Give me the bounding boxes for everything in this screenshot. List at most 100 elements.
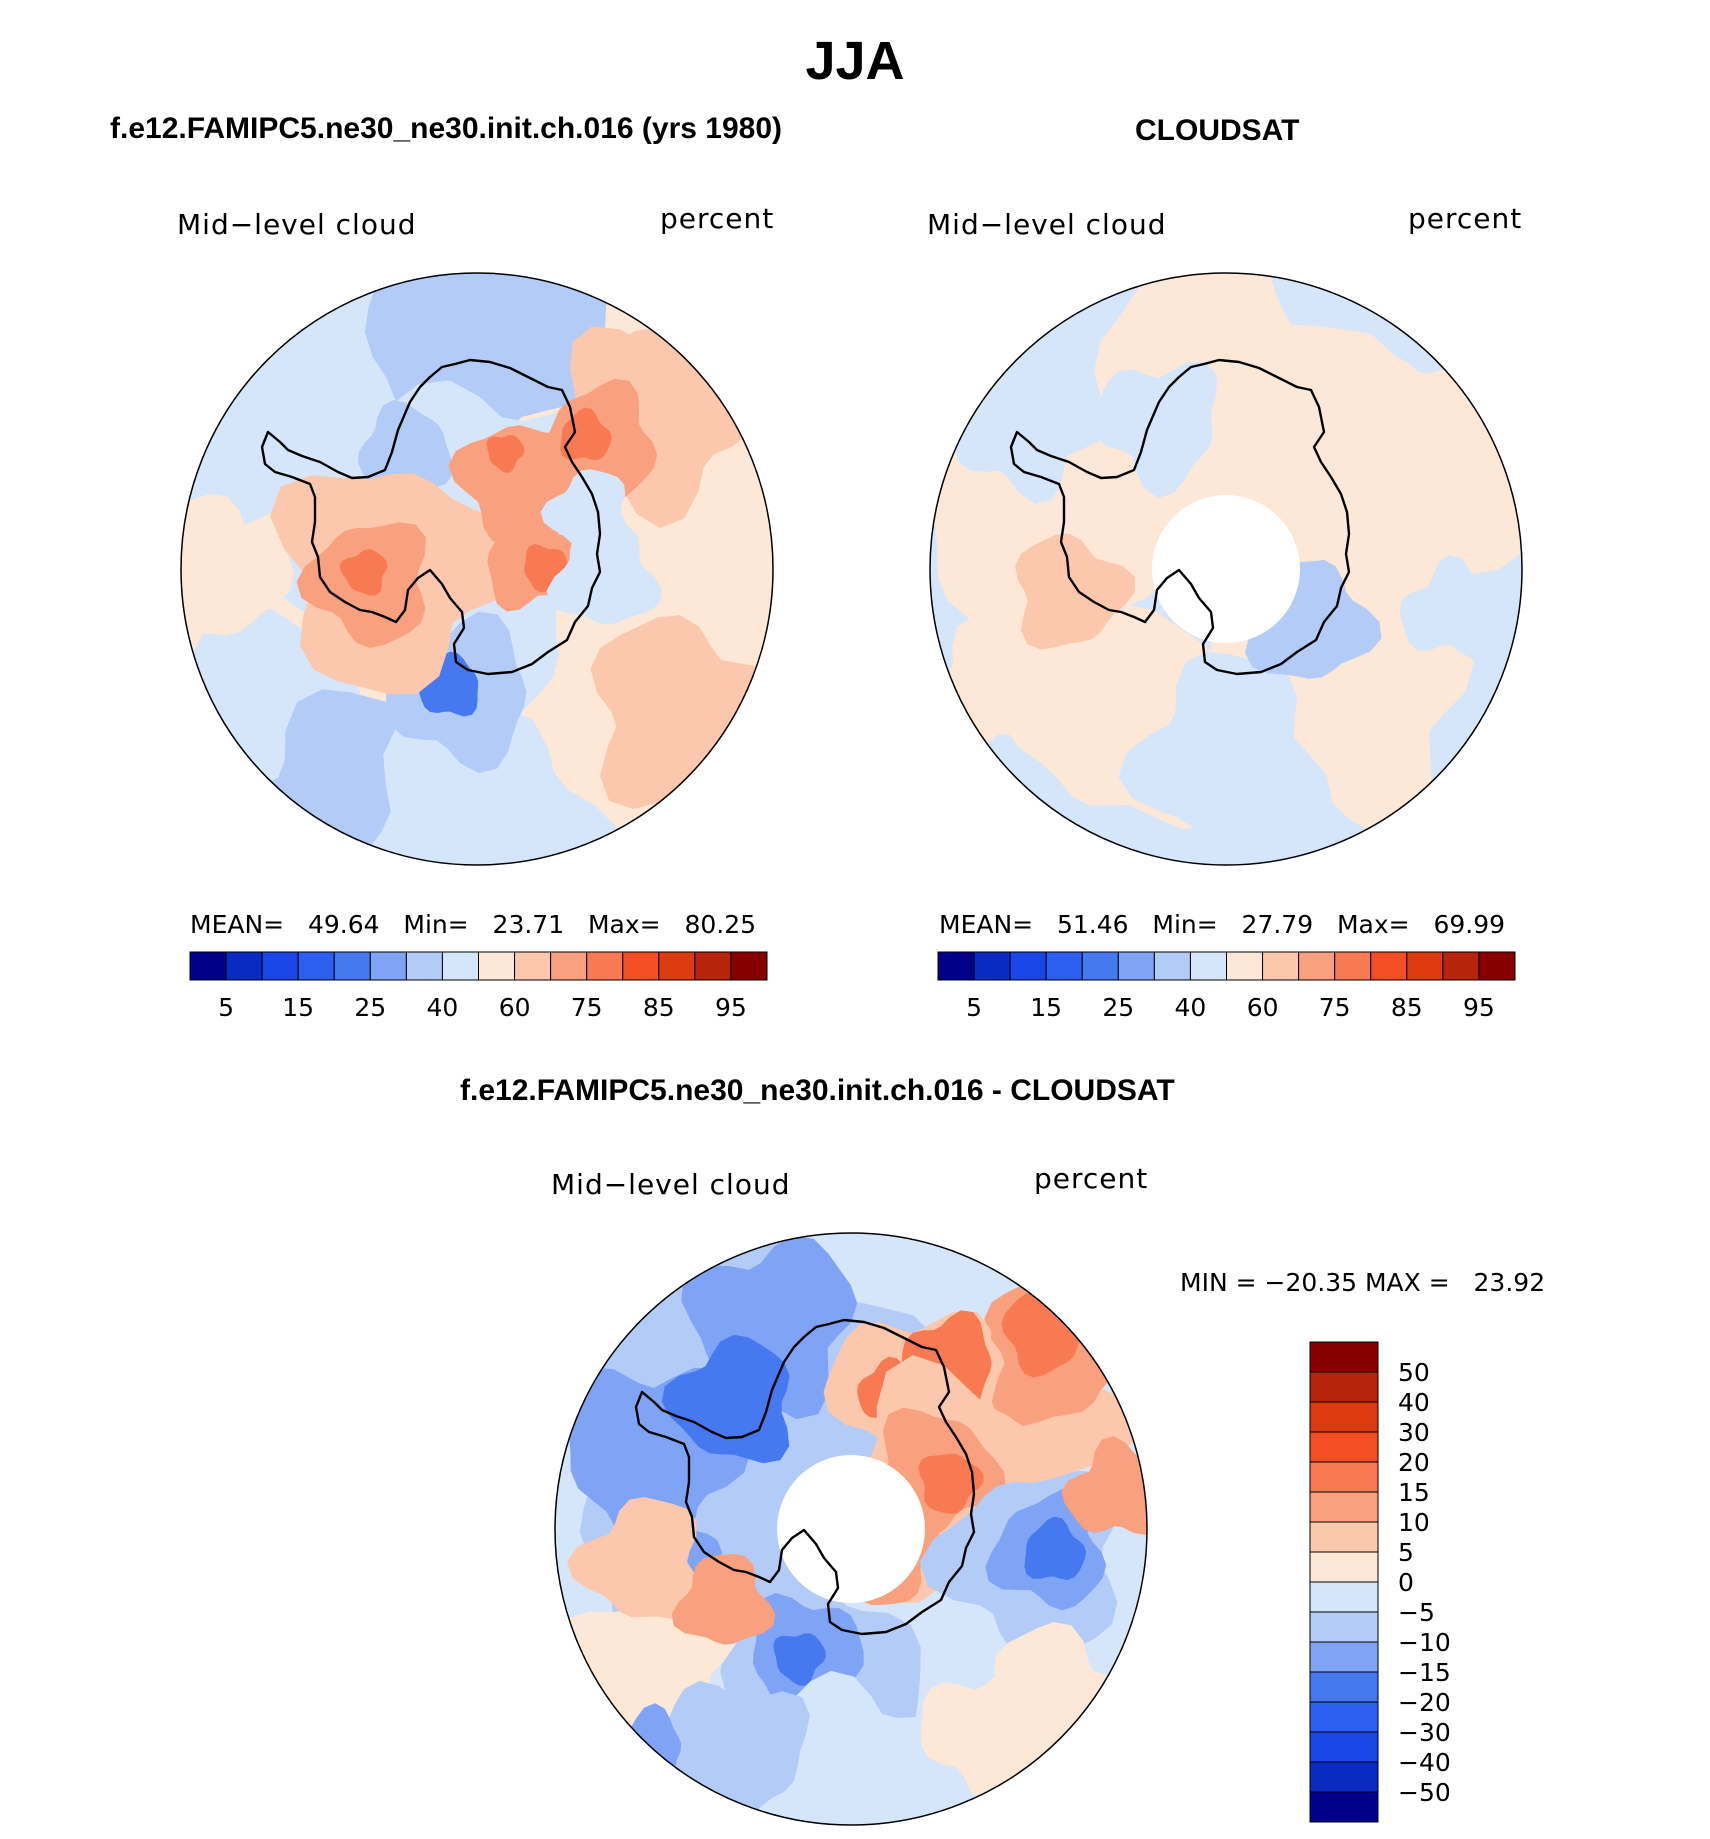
model-contour-region [181, 493, 295, 637]
obs-min-label: Min= [1152, 910, 1218, 939]
obs-coastline [1009, 358, 1351, 676]
obs-panel-title: CLOUDSAT [1135, 114, 1300, 147]
obs-colorbar-swatch [1189, 951, 1228, 981]
model-colorbar-swatch [261, 951, 299, 981]
diff-colorbar-swatch [1309, 1491, 1379, 1523]
obs-colorbar-swatch [1478, 951, 1516, 981]
diff-colorbar-swatch [1309, 1551, 1379, 1583]
diff-colorbar-tick-label: −40 [1398, 1748, 1451, 1777]
model-colorbar-tick-label: 15 [282, 993, 314, 1022]
model-colorbar-swatch [514, 951, 552, 981]
diff-min-label: MIN = [1180, 1268, 1257, 1297]
obs-colorbar-swatch [1081, 951, 1119, 981]
model-panel-title: f.e12.FAMIPC5.ne30_ne30.init.ch.016 (yrs… [110, 112, 782, 145]
model-colorbar-swatch [622, 951, 660, 981]
model-max-label: Max= [587, 910, 661, 939]
diff-stats: MIN = −20.35 MAX = 23.92 [1180, 1268, 1545, 1297]
obs-contour-region [1015, 533, 1135, 650]
diff-contour-region [1024, 1516, 1087, 1580]
obs-colorbar-tick-label: 85 [1391, 993, 1423, 1022]
diff-colorbar-tick-label: −20 [1398, 1688, 1451, 1717]
model-colorbar-tick-label: 25 [354, 993, 386, 1022]
model-colorbar-swatch [694, 951, 732, 981]
model-colorbar-swatch [405, 951, 443, 981]
diff-colorbar-tick-label: −10 [1398, 1628, 1451, 1657]
model-colorbar-tick-label: 85 [643, 993, 675, 1022]
diff-colorbar-tick-label: −5 [1398, 1598, 1435, 1627]
diff-colorbar-tick-label: 5 [1398, 1538, 1414, 1567]
obs-contour-region [1118, 651, 1333, 836]
obs-colorbar-swatch [1442, 951, 1480, 981]
model-colorbar-swatch [550, 951, 588, 981]
diff-map-border [554, 1232, 1148, 1826]
model-variable-label: Mid−level cloud [177, 208, 417, 241]
diff-contour-region [567, 1497, 704, 1619]
model-colorbar-tick-label: 40 [426, 993, 458, 1022]
diff-colorbar-swatch [1309, 1431, 1379, 1463]
obs-max-value: 69.99 [1433, 910, 1506, 939]
diff-colorbar-swatch [1309, 1461, 1379, 1493]
obs-colorbar-swatch [973, 951, 1011, 981]
diff-panel-title: f.e12.FAMIPC5.ne30_ne30.init.ch.016 - CL… [460, 1074, 1175, 1107]
obs-colorbar-swatch [1334, 951, 1372, 981]
obs-colorbar-tick-label: 95 [1463, 993, 1495, 1022]
model-min-label: Min= [403, 910, 469, 939]
obs-colorbar-swatch [1406, 951, 1444, 981]
diff-colorbar-swatch [1309, 1671, 1379, 1703]
diff-contour-region [1061, 1436, 1147, 1536]
diff-contour-region [773, 1633, 826, 1686]
diff-contour-region [918, 1453, 984, 1514]
diff-colorbar-tick-label: −30 [1398, 1718, 1451, 1747]
model-colorbar-tick-label: 75 [571, 993, 603, 1022]
model-coastline [260, 358, 602, 676]
obs-colorbar-swatch [1298, 951, 1336, 981]
model-colorbar-swatch [658, 951, 696, 981]
diff-colorbar-tick-label: −50 [1398, 1778, 1451, 1807]
model-colorbar: 5 15 25 40 60 75 85 95 [189, 951, 768, 1022]
model-colorbar-swatch [730, 951, 768, 981]
obs-colorbar-swatch [1117, 951, 1155, 981]
model-colorbar-swatch [441, 951, 480, 981]
diff-colorbar-swatch [1309, 1791, 1379, 1823]
diff-missing-data-hole [777, 1455, 925, 1603]
model-contour-region [339, 549, 388, 596]
diff-units-label: percent [1034, 1162, 1149, 1195]
model-colorbar-tick-label: 60 [499, 993, 531, 1022]
model-colorbar-tick-label: 95 [715, 993, 747, 1022]
model-mean-label: MEAN= [190, 910, 285, 939]
obs-max-label: Max= [1336, 910, 1410, 939]
obs-contour-region [1091, 362, 1217, 498]
main-title: JJA [805, 31, 905, 91]
model-contour-region [351, 705, 625, 865]
obs-colorbar-tick-label: 40 [1174, 993, 1206, 1022]
obs-colorbar-swatch [1370, 951, 1408, 981]
diff-colorbar-tick-label: 0 [1398, 1568, 1414, 1597]
model-colorbar-swatch [189, 951, 227, 981]
model-contour-region [546, 523, 663, 625]
obs-colorbar-tick-label: 60 [1247, 993, 1279, 1022]
obs-min-value: 27.79 [1241, 910, 1314, 939]
diff-min-value: −20.35 [1264, 1268, 1358, 1297]
model-polar-map [180, 272, 774, 866]
diff-colorbar-tick-label: 10 [1398, 1508, 1430, 1537]
diff-colorbar-swatch [1309, 1371, 1379, 1403]
model-stats: MEAN= 49.64 Min= 23.71 Max= 80.25 [190, 910, 756, 939]
diff-colorbar-tick-label: 30 [1398, 1418, 1430, 1447]
obs-colorbar-tick-label: 25 [1102, 993, 1134, 1022]
diff-polar-map [554, 1232, 1148, 1826]
diff-colorbar-swatch [1309, 1581, 1379, 1613]
model-colorbar-swatch [297, 951, 335, 981]
diff-colorbar-tick-label: −15 [1398, 1658, 1451, 1687]
obs-colorbar-swatch [1009, 951, 1047, 981]
model-colorbar-swatch [369, 951, 407, 981]
obs-colorbar-tick-label: 75 [1319, 993, 1351, 1022]
obs-stats: MEAN= 51.46 Min= 27.79 Max= 69.99 [939, 910, 1505, 939]
diff-contour-region [598, 1703, 682, 1799]
diff-colorbar-swatch [1309, 1521, 1379, 1553]
diff-colorbar-tick-label: 20 [1398, 1448, 1430, 1477]
diff-colorbar-swatch [1309, 1701, 1379, 1733]
diff-max-label: MAX = [1364, 1268, 1450, 1297]
diff-contour-region [671, 1554, 776, 1645]
obs-colorbar-tick-label: 15 [1030, 993, 1062, 1022]
